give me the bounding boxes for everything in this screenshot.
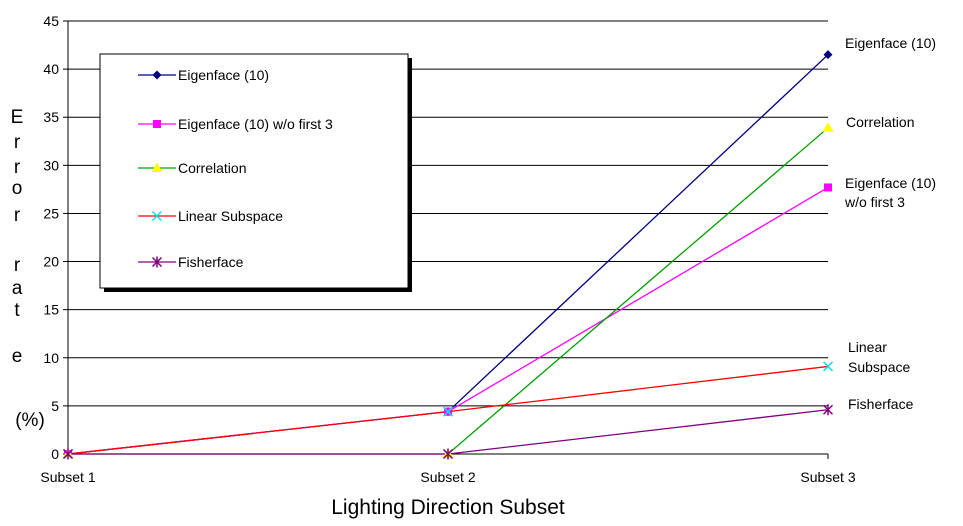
legend-entry-label: Correlation <box>178 160 246 176</box>
end-labels: Eigenface (10) Eigenface (10) w/o first 3 C… <box>844 35 936 412</box>
end-label: w/o first 3 <box>844 194 905 210</box>
end-label: Correlation <box>846 114 914 130</box>
y-tick-label: 15 <box>43 302 59 318</box>
end-label: Fisherface <box>848 396 914 412</box>
data-point-4-2 <box>822 404 834 416</box>
data-point-3-1 <box>442 406 454 417</box>
y-axis-title-letter: a <box>12 278 23 299</box>
x-tick-label: Subset 2 <box>420 469 475 485</box>
end-label: Eigenface (10) <box>845 35 936 51</box>
legend-entry-label: Linear Subspace <box>178 208 283 224</box>
legend-box <box>99 53 409 289</box>
marker-stroke <box>822 361 834 372</box>
marker-stroke <box>442 406 454 417</box>
y-axis-title-letter: o <box>12 178 23 199</box>
y-tick-label: 30 <box>43 157 59 173</box>
y-tick-label: 25 <box>43 205 59 221</box>
data-point-0-2 <box>823 50 833 60</box>
y-axis-title-letter: r <box>14 255 21 276</box>
y-axis-title-letter: E <box>11 107 24 128</box>
data-point-4-0 <box>62 448 74 460</box>
y-tick-label: 35 <box>43 109 59 125</box>
data-point-3-2 <box>822 361 834 372</box>
y-axis-title-letter: t <box>14 300 20 321</box>
y-tick-label: 40 <box>43 61 59 77</box>
marker-stroke <box>151 210 163 222</box>
y-axis-title-letter: e <box>12 346 23 367</box>
legend: Eigenface (10) Eigenface (10) w/o first 3… <box>99 53 412 292</box>
legend-swatch-marker <box>153 120 161 128</box>
legend-swatch-marker <box>151 162 163 172</box>
axes: 0 5 10 15 20 25 30 35 40 45 Subset 1 Subset 2 Subset… <box>40 13 855 485</box>
end-label: Eigenface (10) <box>845 175 936 191</box>
series-line-4 <box>68 409 829 455</box>
legend-swatch-marker <box>152 70 162 80</box>
y-tick-label: 5 <box>51 398 59 414</box>
end-label: Subspace <box>848 359 910 375</box>
y-tick-label: 20 <box>43 254 59 270</box>
legend-entry-label: Eigenface (10) <box>178 67 269 83</box>
legend-entry-label: Eigenface (10) w/o first 3 <box>178 116 333 132</box>
y-axis-title-letter: r <box>14 205 21 226</box>
data-point-2-2 <box>822 122 834 132</box>
y-tick-label: 45 <box>43 13 59 29</box>
data-point-1-2 <box>824 183 832 192</box>
y-axis-title-letter: r <box>14 157 21 178</box>
legend-entry-label: Fisherface <box>178 254 244 270</box>
y-axis-title-unit: (%) <box>15 410 45 431</box>
y-tick-label: 10 <box>43 350 59 366</box>
data-point-4-1 <box>442 448 454 460</box>
x-axis-title: Lighting Direction Subset <box>331 496 565 519</box>
y-tick-label: 0 <box>51 446 59 462</box>
end-label: Linear <box>848 339 887 355</box>
x-tick-label: Subset 1 <box>40 469 95 485</box>
legend-swatch-marker <box>151 210 163 222</box>
legend-swatch-marker <box>151 256 163 268</box>
x-tick-label: Subset 3 <box>800 469 855 485</box>
series-lines <box>62 50 834 460</box>
y-axis-title-letter: r <box>14 132 21 153</box>
